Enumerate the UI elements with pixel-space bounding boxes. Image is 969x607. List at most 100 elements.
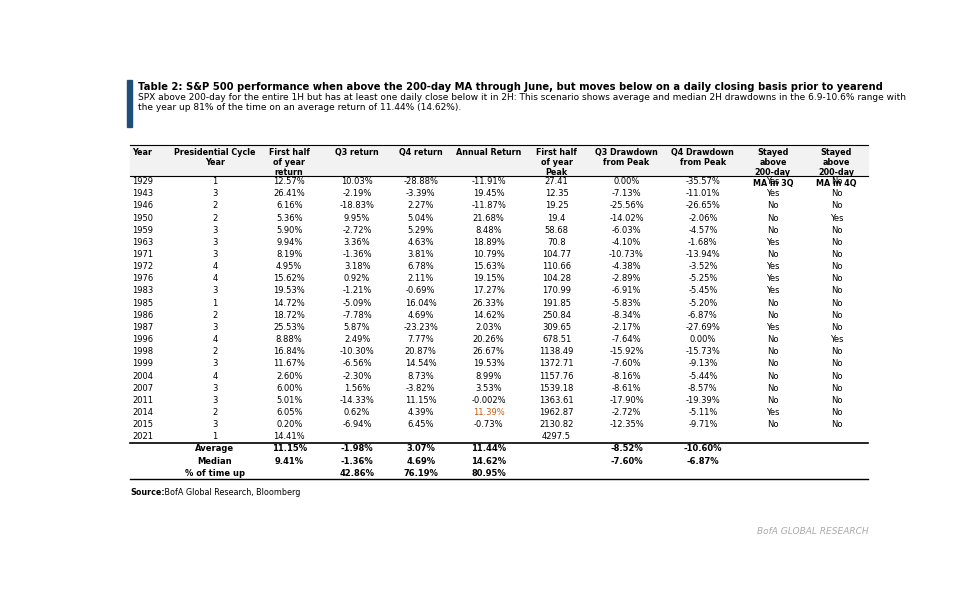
Text: 12.35: 12.35 (545, 189, 569, 198)
Text: -5.83%: -5.83% (611, 299, 641, 308)
Text: -0.002%: -0.002% (471, 396, 506, 405)
Text: 8.19%: 8.19% (276, 250, 302, 259)
Text: Q3 Drawdown
from Peak: Q3 Drawdown from Peak (595, 148, 658, 167)
Text: 0.00%: 0.00% (690, 335, 716, 344)
Text: -5.25%: -5.25% (688, 274, 718, 283)
Text: Annual Return: Annual Return (456, 148, 521, 157)
Text: 1985: 1985 (133, 299, 153, 308)
Text: Stayed
above
200-day
MA in 3Q: Stayed above 200-day MA in 3Q (753, 148, 794, 188)
Text: 2: 2 (212, 347, 218, 356)
Text: -25.56%: -25.56% (610, 202, 643, 211)
Text: 42.86%: 42.86% (339, 469, 375, 478)
Text: 14.41%: 14.41% (273, 432, 305, 441)
Text: 3.36%: 3.36% (344, 238, 370, 247)
Text: -6.87%: -6.87% (687, 456, 719, 466)
Text: 9.41%: 9.41% (274, 456, 304, 466)
Text: 15.63%: 15.63% (473, 262, 505, 271)
Text: 2011: 2011 (133, 396, 153, 405)
Text: First half
of year
return: First half of year return (268, 148, 310, 177)
Text: No: No (767, 347, 779, 356)
Text: 4.95%: 4.95% (276, 262, 302, 271)
Text: -8.16%: -8.16% (611, 371, 641, 381)
Text: 27.41: 27.41 (545, 177, 569, 186)
Text: 1539.18: 1539.18 (540, 384, 574, 393)
Text: No: No (830, 202, 842, 211)
Text: 4: 4 (212, 335, 218, 344)
Text: 104.28: 104.28 (542, 274, 571, 283)
Text: 26.33%: 26.33% (473, 299, 505, 308)
Text: -14.33%: -14.33% (340, 396, 375, 405)
Text: 2: 2 (212, 311, 218, 320)
Text: -26.65%: -26.65% (685, 202, 720, 211)
Text: -8.57%: -8.57% (688, 384, 718, 393)
Text: 3: 3 (212, 323, 218, 332)
Text: -5.20%: -5.20% (688, 299, 718, 308)
Text: 1946: 1946 (133, 202, 153, 211)
Text: 4297.5: 4297.5 (542, 432, 571, 441)
Text: 25.53%: 25.53% (273, 323, 305, 332)
Text: 1987: 1987 (133, 323, 154, 332)
Text: No: No (767, 299, 779, 308)
Text: No: No (830, 189, 842, 198)
Text: -5.09%: -5.09% (342, 299, 372, 308)
Text: Table 2: S&P 500 performance when above the 200-day MA through June, but moves b: Table 2: S&P 500 performance when above … (138, 82, 883, 92)
Text: -19.39%: -19.39% (685, 396, 720, 405)
Text: No: No (830, 420, 842, 429)
Text: -3.82%: -3.82% (406, 384, 436, 393)
Text: 2.27%: 2.27% (408, 202, 434, 211)
Text: 5.90%: 5.90% (276, 226, 302, 235)
Text: No: No (767, 226, 779, 235)
Text: -8.34%: -8.34% (611, 311, 641, 320)
Text: 6.45%: 6.45% (408, 420, 434, 429)
Text: 1959: 1959 (133, 226, 153, 235)
Text: 191.85: 191.85 (542, 299, 571, 308)
Text: -2.72%: -2.72% (342, 226, 372, 235)
Text: 4: 4 (212, 262, 218, 271)
Text: -0.69%: -0.69% (406, 287, 435, 296)
Text: -13.94%: -13.94% (685, 250, 720, 259)
Text: 8.73%: 8.73% (407, 371, 434, 381)
Text: % of time up: % of time up (185, 469, 245, 478)
Text: -3.39%: -3.39% (406, 189, 436, 198)
Text: No: No (767, 396, 779, 405)
Text: 3: 3 (212, 226, 218, 235)
Text: 3.53%: 3.53% (476, 384, 502, 393)
Text: 14.72%: 14.72% (273, 299, 305, 308)
Text: Yes: Yes (829, 335, 843, 344)
Text: 9.95%: 9.95% (344, 214, 370, 223)
Text: 3.18%: 3.18% (344, 262, 370, 271)
Text: Yes: Yes (829, 214, 843, 223)
Text: 1138.49: 1138.49 (540, 347, 574, 356)
Text: 309.65: 309.65 (542, 323, 571, 332)
Text: -1.98%: -1.98% (341, 444, 373, 453)
Text: 1972: 1972 (133, 262, 153, 271)
Text: 170.99: 170.99 (542, 287, 571, 296)
Text: -5.44%: -5.44% (688, 371, 718, 381)
Text: -27.69%: -27.69% (685, 323, 720, 332)
Text: 70.8: 70.8 (547, 238, 566, 247)
Text: No: No (830, 262, 842, 271)
Text: No: No (830, 408, 842, 417)
Text: -11.01%: -11.01% (686, 189, 720, 198)
Text: 10.79%: 10.79% (473, 250, 505, 259)
Text: Q4 Drawdown
from Peak: Q4 Drawdown from Peak (672, 148, 735, 167)
Text: 2.03%: 2.03% (476, 323, 502, 332)
Text: 9.94%: 9.94% (276, 238, 302, 247)
Text: 2004: 2004 (133, 371, 153, 381)
Text: 1976: 1976 (133, 274, 154, 283)
Text: No: No (830, 384, 842, 393)
Text: No: No (830, 238, 842, 247)
Text: 6.78%: 6.78% (407, 262, 434, 271)
Text: 0.92%: 0.92% (344, 274, 370, 283)
Text: 4.69%: 4.69% (408, 311, 434, 320)
Text: No: No (830, 250, 842, 259)
Text: 1929: 1929 (133, 177, 153, 186)
Text: Yes: Yes (766, 189, 780, 198)
Text: No: No (767, 359, 779, 368)
Text: -10.73%: -10.73% (610, 250, 644, 259)
Text: 8.99%: 8.99% (476, 371, 502, 381)
Text: No: No (767, 420, 779, 429)
Text: -7.60%: -7.60% (610, 456, 642, 466)
Text: 1943: 1943 (133, 189, 153, 198)
Text: 1.56%: 1.56% (344, 384, 370, 393)
